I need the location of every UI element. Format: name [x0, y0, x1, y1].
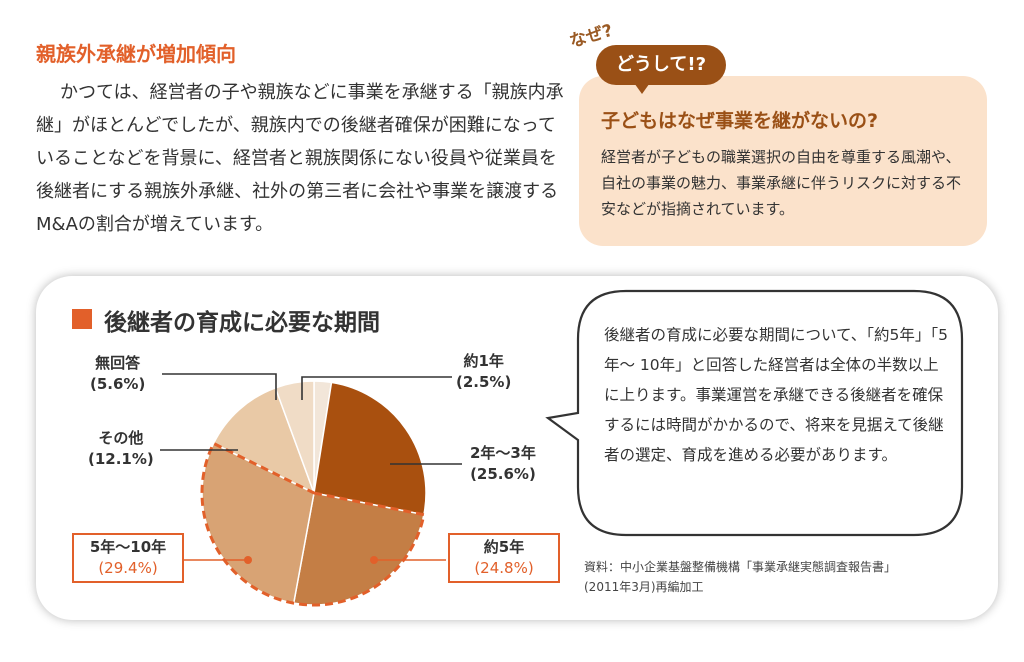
doushite-badge: どうして!? — [596, 45, 726, 85]
source-line-1: 資料：中小企業基盤整備機構「事業承継実態調査報告書」 — [584, 560, 897, 574]
label-about-1-year: 約1年 (2.5%) — [456, 352, 512, 391]
label-no-answer: 無回答 (5.6%) — [90, 354, 146, 393]
qa-box — [579, 76, 987, 246]
article-heading: 親族外承継が増加傾向 — [36, 42, 236, 66]
bubble-text: 後継者の育成に必要な期間について、「約5年」「5年～ 10年」と回答した経営者は… — [604, 326, 948, 464]
label-other: その他 (12.1%) — [88, 429, 154, 468]
leader-no-answer — [162, 373, 277, 400]
leader-about-1-year — [301, 376, 452, 400]
leader-about-5-years-dot — [370, 556, 378, 564]
article-body: かつては、経営者の子や親族などに事業を承継する「親族内承継」がほとんどでしたが、… — [36, 82, 564, 235]
label-5-10-years: 5年～10年 (29.4%) — [72, 533, 184, 583]
qa-answer: 経営者が子どもの職業選択の自由を尊重する風潮や、自社の事業の魅力、事業承継に伴う… — [601, 148, 962, 218]
highlight-dashed-outline — [200, 441, 426, 607]
source-note: 資料：中小企業基盤整備機構「事業承継実態調査報告書」 (2011年3月)再編加工 — [584, 557, 964, 597]
title-square-icon — [72, 309, 92, 329]
qa-question: 子どもはなぜ事業を継がないの? — [601, 110, 879, 132]
speech-bubble-outline — [545, 289, 964, 537]
source-line-2: (2011年3月)再編加工 — [584, 580, 704, 594]
label-2-3-years: 2年～3年 (25.6%) — [470, 444, 536, 483]
leader-5-10-years-dot — [244, 556, 252, 564]
slice-other — [212, 386, 316, 495]
chart-title: 後継者の育成に必要な期間 — [104, 310, 380, 336]
label-about-5-years: 約5年 (24.8%) — [448, 533, 560, 583]
slice-2-3-years — [313, 381, 427, 516]
badge-tail — [632, 80, 652, 94]
